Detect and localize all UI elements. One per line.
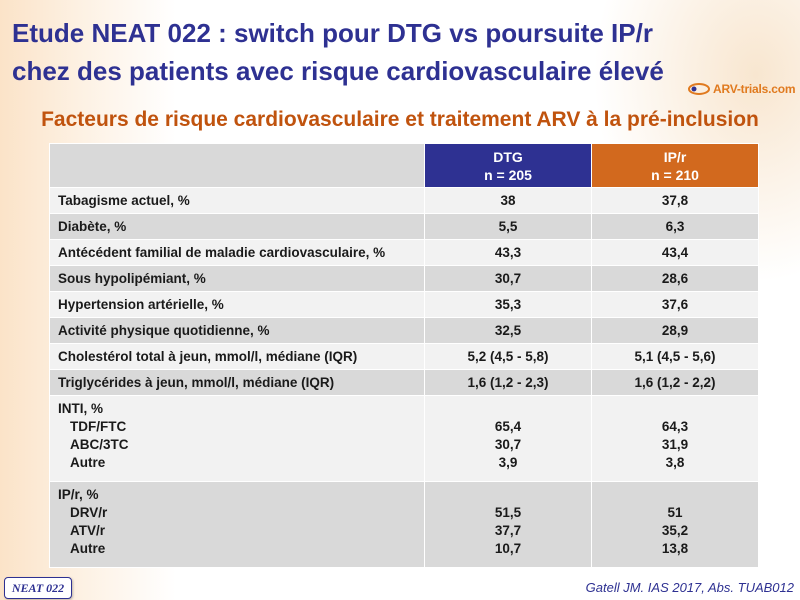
arv-trials-logo: ARV-trials.com <box>688 80 796 98</box>
group-values-dtg: 51,5 37,7 10,7 <box>424 481 592 568</box>
row-label: Antécédent familial de maladie cardiovas… <box>49 239 425 266</box>
table-row: Cholestérol total à jeun, mmol/l, médian… <box>49 343 759 370</box>
group-item-value-dtg: 10,7 <box>494 541 522 556</box>
group-item-label: DRV/r <box>70 505 108 520</box>
group-item-value-ipr: 35,2 <box>661 523 689 538</box>
group-item-value-ipr: 64,3 <box>661 419 689 434</box>
group-values-dtg: 65,4 30,7 3,9 <box>424 395 592 482</box>
group-values-ipr: 64,3 31,9 3,8 <box>591 395 759 482</box>
row-label: Hypertension artérielle, % <box>49 291 425 318</box>
group-label: IP/r, % <box>58 487 99 502</box>
group-item-value-dtg: 37,7 <box>494 523 522 538</box>
logo-swoosh-icon <box>688 83 710 95</box>
table-group-row: INTI, % TDF/FTC ABC/3TC Autre 65,4 30,7 … <box>49 395 759 482</box>
header-ipr-name: IP/r <box>663 148 687 165</box>
table-row: Sous hypolipémiant, % 30,7 28,6 <box>49 265 759 292</box>
row-label: Triglycérides à jeun, mmol/l, médiane (I… <box>49 369 425 396</box>
row-value-ipr: 37,8 <box>591 187 759 214</box>
group-item-label: ATV/r <box>70 523 106 538</box>
group-item-value-dtg: 51,5 <box>494 505 522 520</box>
group-label-cell: IP/r, % DRV/r ATV/r Autre <box>49 481 425 568</box>
logo-text: ARV-trials.com <box>713 82 796 96</box>
row-label: Activité physique quotidienne, % <box>49 317 425 344</box>
header-dtg: DTG n = 205 <box>424 143 592 188</box>
group-item-value-dtg: 3,9 <box>498 455 518 470</box>
slide-subtitle: Facteurs de risque cardiovasculaire et t… <box>41 108 759 131</box>
row-value-ipr: 6,3 <box>591 213 759 240</box>
group-item-value-dtg: 65,4 <box>494 419 522 434</box>
row-value-dtg: 38 <box>424 187 592 214</box>
group-item-label: Autre <box>70 455 106 470</box>
table-row: Triglycérides à jeun, mmol/l, médiane (I… <box>49 369 759 396</box>
table-row: Diabète, % 5,5 6,3 <box>49 213 759 240</box>
table-row: Tabagisme actuel, % 38 37,8 <box>49 187 759 214</box>
row-value-dtg: 35,3 <box>424 291 592 318</box>
header-dtg-n: n = 205 <box>484 166 532 183</box>
group-item-value-ipr: 3,8 <box>665 455 685 470</box>
table-group-row: IP/r, % DRV/r ATV/r Autre 51,5 37,7 10,7… <box>49 481 759 568</box>
row-value-dtg: 43,3 <box>424 239 592 266</box>
group-item-value-ipr: 31,9 <box>661 437 689 452</box>
row-value-ipr: 43,4 <box>591 239 759 266</box>
slide-title: Etude NEAT 022 : switch pour DTG vs pour… <box>12 18 664 86</box>
row-value-dtg: 5,5 <box>424 213 592 240</box>
row-value-dtg: 5,2 (4,5 - 5,8) <box>424 343 592 370</box>
row-value-dtg: 1,6 (1,2 - 2,3) <box>424 369 592 396</box>
row-value-ipr: 37,6 <box>591 291 759 318</box>
header-dtg-name: DTG <box>493 148 523 165</box>
table-header-row: DTG n = 205 IP/r n = 210 <box>49 143 759 188</box>
row-label: Diabète, % <box>49 213 425 240</box>
row-value-ipr: 1,6 (1,2 - 2,2) <box>591 369 759 396</box>
group-item-value-dtg: 30,7 <box>494 437 522 452</box>
row-value-ipr: 5,1 (4,5 - 5,6) <box>591 343 759 370</box>
table-row: Activité physique quotidienne, % 32,5 28… <box>49 317 759 344</box>
row-value-dtg: 32,5 <box>424 317 592 344</box>
risk-factors-table: DTG n = 205 IP/r n = 210 Tabagisme actue… <box>49 143 759 568</box>
group-item-value-ipr: 51 <box>667 505 683 520</box>
group-label-cell: INTI, % TDF/FTC ABC/3TC Autre <box>49 395 425 482</box>
citation: Gatell JM. IAS 2017, Abs. TUAB012 <box>585 580 794 595</box>
study-badge: NEAT 022 <box>4 577 72 599</box>
row-label: Cholestérol total à jeun, mmol/l, médian… <box>49 343 425 370</box>
header-blank-cell <box>49 143 425 188</box>
group-item-value-ipr: 13,8 <box>661 541 689 556</box>
group-label: INTI, % <box>58 401 104 416</box>
header-ipr: IP/r n = 210 <box>591 143 759 188</box>
header-ipr-n: n = 210 <box>651 166 699 183</box>
group-item-label: TDF/FTC <box>70 419 127 434</box>
group-values-ipr: 51 35,2 13,8 <box>591 481 759 568</box>
row-value-ipr: 28,9 <box>591 317 759 344</box>
row-label: Sous hypolipémiant, % <box>49 265 425 292</box>
group-item-label: Autre <box>70 541 106 556</box>
row-value-dtg: 30,7 <box>424 265 592 292</box>
group-item-label: ABC/3TC <box>70 437 129 452</box>
table-row: Antécédent familial de maladie cardiovas… <box>49 239 759 266</box>
row-value-ipr: 28,6 <box>591 265 759 292</box>
table-row: Hypertension artérielle, % 35,3 37,6 <box>49 291 759 318</box>
row-label: Tabagisme actuel, % <box>49 187 425 214</box>
